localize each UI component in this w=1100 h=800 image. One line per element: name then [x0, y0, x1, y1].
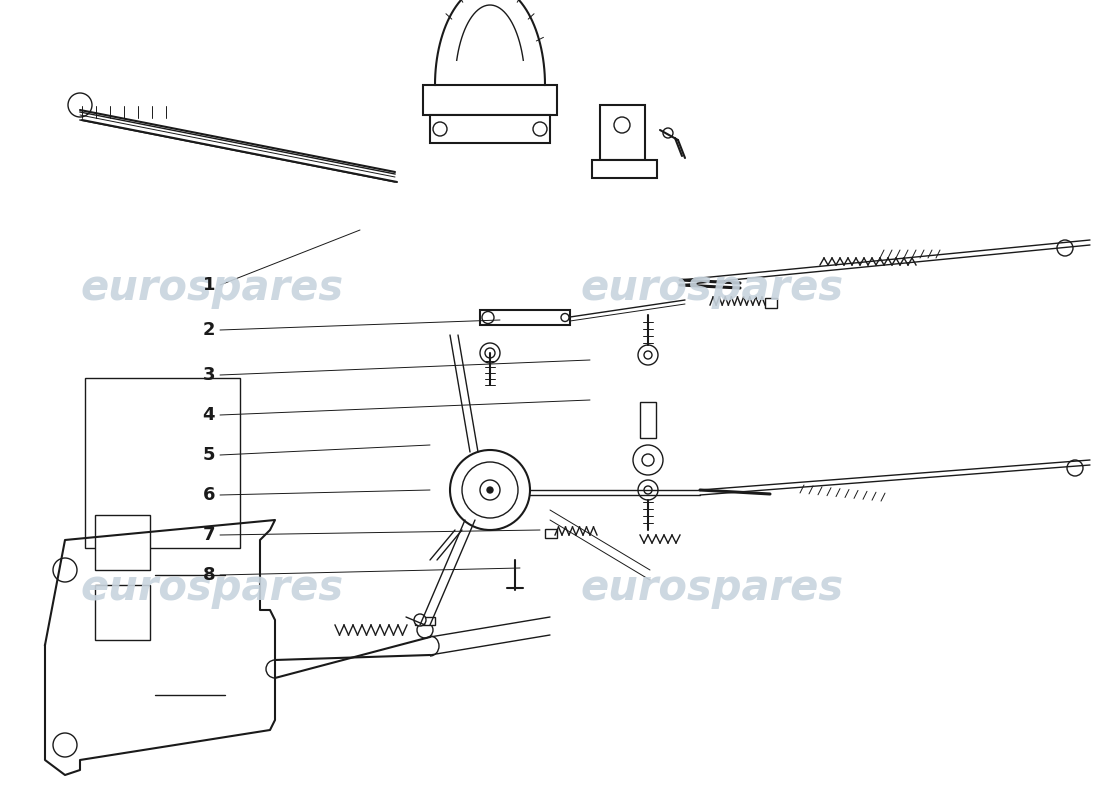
Bar: [600, 105, 645, 160]
Circle shape: [414, 614, 426, 626]
Circle shape: [638, 480, 658, 500]
Text: 8: 8: [202, 566, 215, 584]
Text: 4: 4: [202, 406, 215, 424]
Text: eurospares: eurospares: [80, 567, 343, 609]
Circle shape: [68, 93, 92, 117]
Circle shape: [53, 733, 77, 757]
Circle shape: [642, 454, 654, 466]
Circle shape: [485, 348, 495, 358]
Circle shape: [433, 122, 447, 136]
Circle shape: [53, 558, 77, 582]
Circle shape: [462, 462, 518, 518]
Circle shape: [614, 117, 630, 133]
Circle shape: [663, 128, 673, 138]
Circle shape: [480, 343, 501, 363]
Text: 5: 5: [202, 446, 215, 464]
Circle shape: [632, 445, 663, 475]
Circle shape: [450, 450, 530, 530]
Circle shape: [644, 351, 652, 359]
Bar: [424, 85, 557, 115]
Circle shape: [561, 314, 569, 322]
Circle shape: [638, 345, 658, 365]
Bar: [592, 160, 657, 178]
Circle shape: [644, 486, 652, 494]
Text: eurospares: eurospares: [80, 267, 343, 309]
Circle shape: [482, 311, 494, 323]
Circle shape: [487, 487, 493, 493]
Text: 1: 1: [202, 276, 215, 294]
Bar: [430, 115, 550, 143]
Bar: [95, 515, 150, 570]
Text: eurospares: eurospares: [580, 567, 843, 609]
Bar: [85, 378, 240, 548]
Text: eurospares: eurospares: [580, 267, 843, 309]
Bar: [764, 298, 777, 308]
Circle shape: [534, 122, 547, 136]
Bar: [95, 585, 150, 640]
Bar: [415, 617, 434, 625]
Text: 7: 7: [202, 526, 215, 544]
Circle shape: [1067, 460, 1084, 476]
Text: 3: 3: [202, 366, 215, 384]
Text: 2: 2: [202, 321, 215, 339]
Text: 6: 6: [202, 486, 215, 504]
Bar: [480, 310, 570, 325]
Bar: [544, 529, 557, 538]
Circle shape: [480, 480, 501, 500]
Bar: [640, 402, 656, 438]
Circle shape: [1057, 240, 1072, 256]
Circle shape: [417, 622, 433, 638]
